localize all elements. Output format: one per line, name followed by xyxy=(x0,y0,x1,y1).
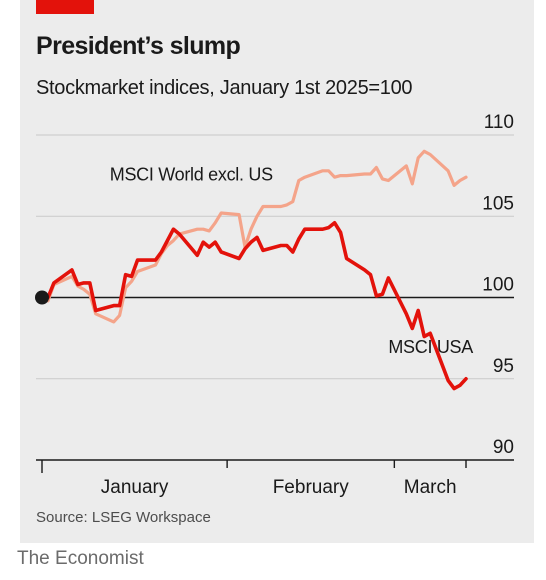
y-tick-label: 90 xyxy=(493,437,514,458)
series-lines xyxy=(35,149,468,391)
gridlines xyxy=(36,134,514,461)
y-tick-label: 110 xyxy=(484,112,514,133)
label-msci-usa: MSCI USA xyxy=(388,337,473,357)
series-line-msci-usa xyxy=(40,221,468,391)
y-tick-label: 95 xyxy=(493,356,514,377)
label-msci-world-excl-us: MSCI World excl. US xyxy=(110,165,273,185)
start-point-marker xyxy=(35,290,49,305)
x-tick-label: January xyxy=(101,477,169,498)
series-labels: MSCI World excl. US MSCI USA xyxy=(110,165,474,357)
brand-credit: The Economist xyxy=(17,548,144,569)
chart-title: President’s slump xyxy=(36,32,241,60)
chart-card xyxy=(20,0,534,543)
x-tick-label: February xyxy=(273,477,350,498)
y-tick-label: 105 xyxy=(482,193,514,214)
series-line-msci-world-excl-us xyxy=(40,149,468,324)
y-tick-label: 100 xyxy=(482,275,514,296)
brand-red-tag xyxy=(36,0,94,14)
axis-ticks: 90 95 100 105 110 January February March xyxy=(36,112,514,498)
source-note: Source: LSEG Workspace xyxy=(36,509,211,526)
chart-subtitle: Stockmarket indices, January 1st 2025=10… xyxy=(36,77,413,99)
x-tick-label: March xyxy=(404,477,457,498)
